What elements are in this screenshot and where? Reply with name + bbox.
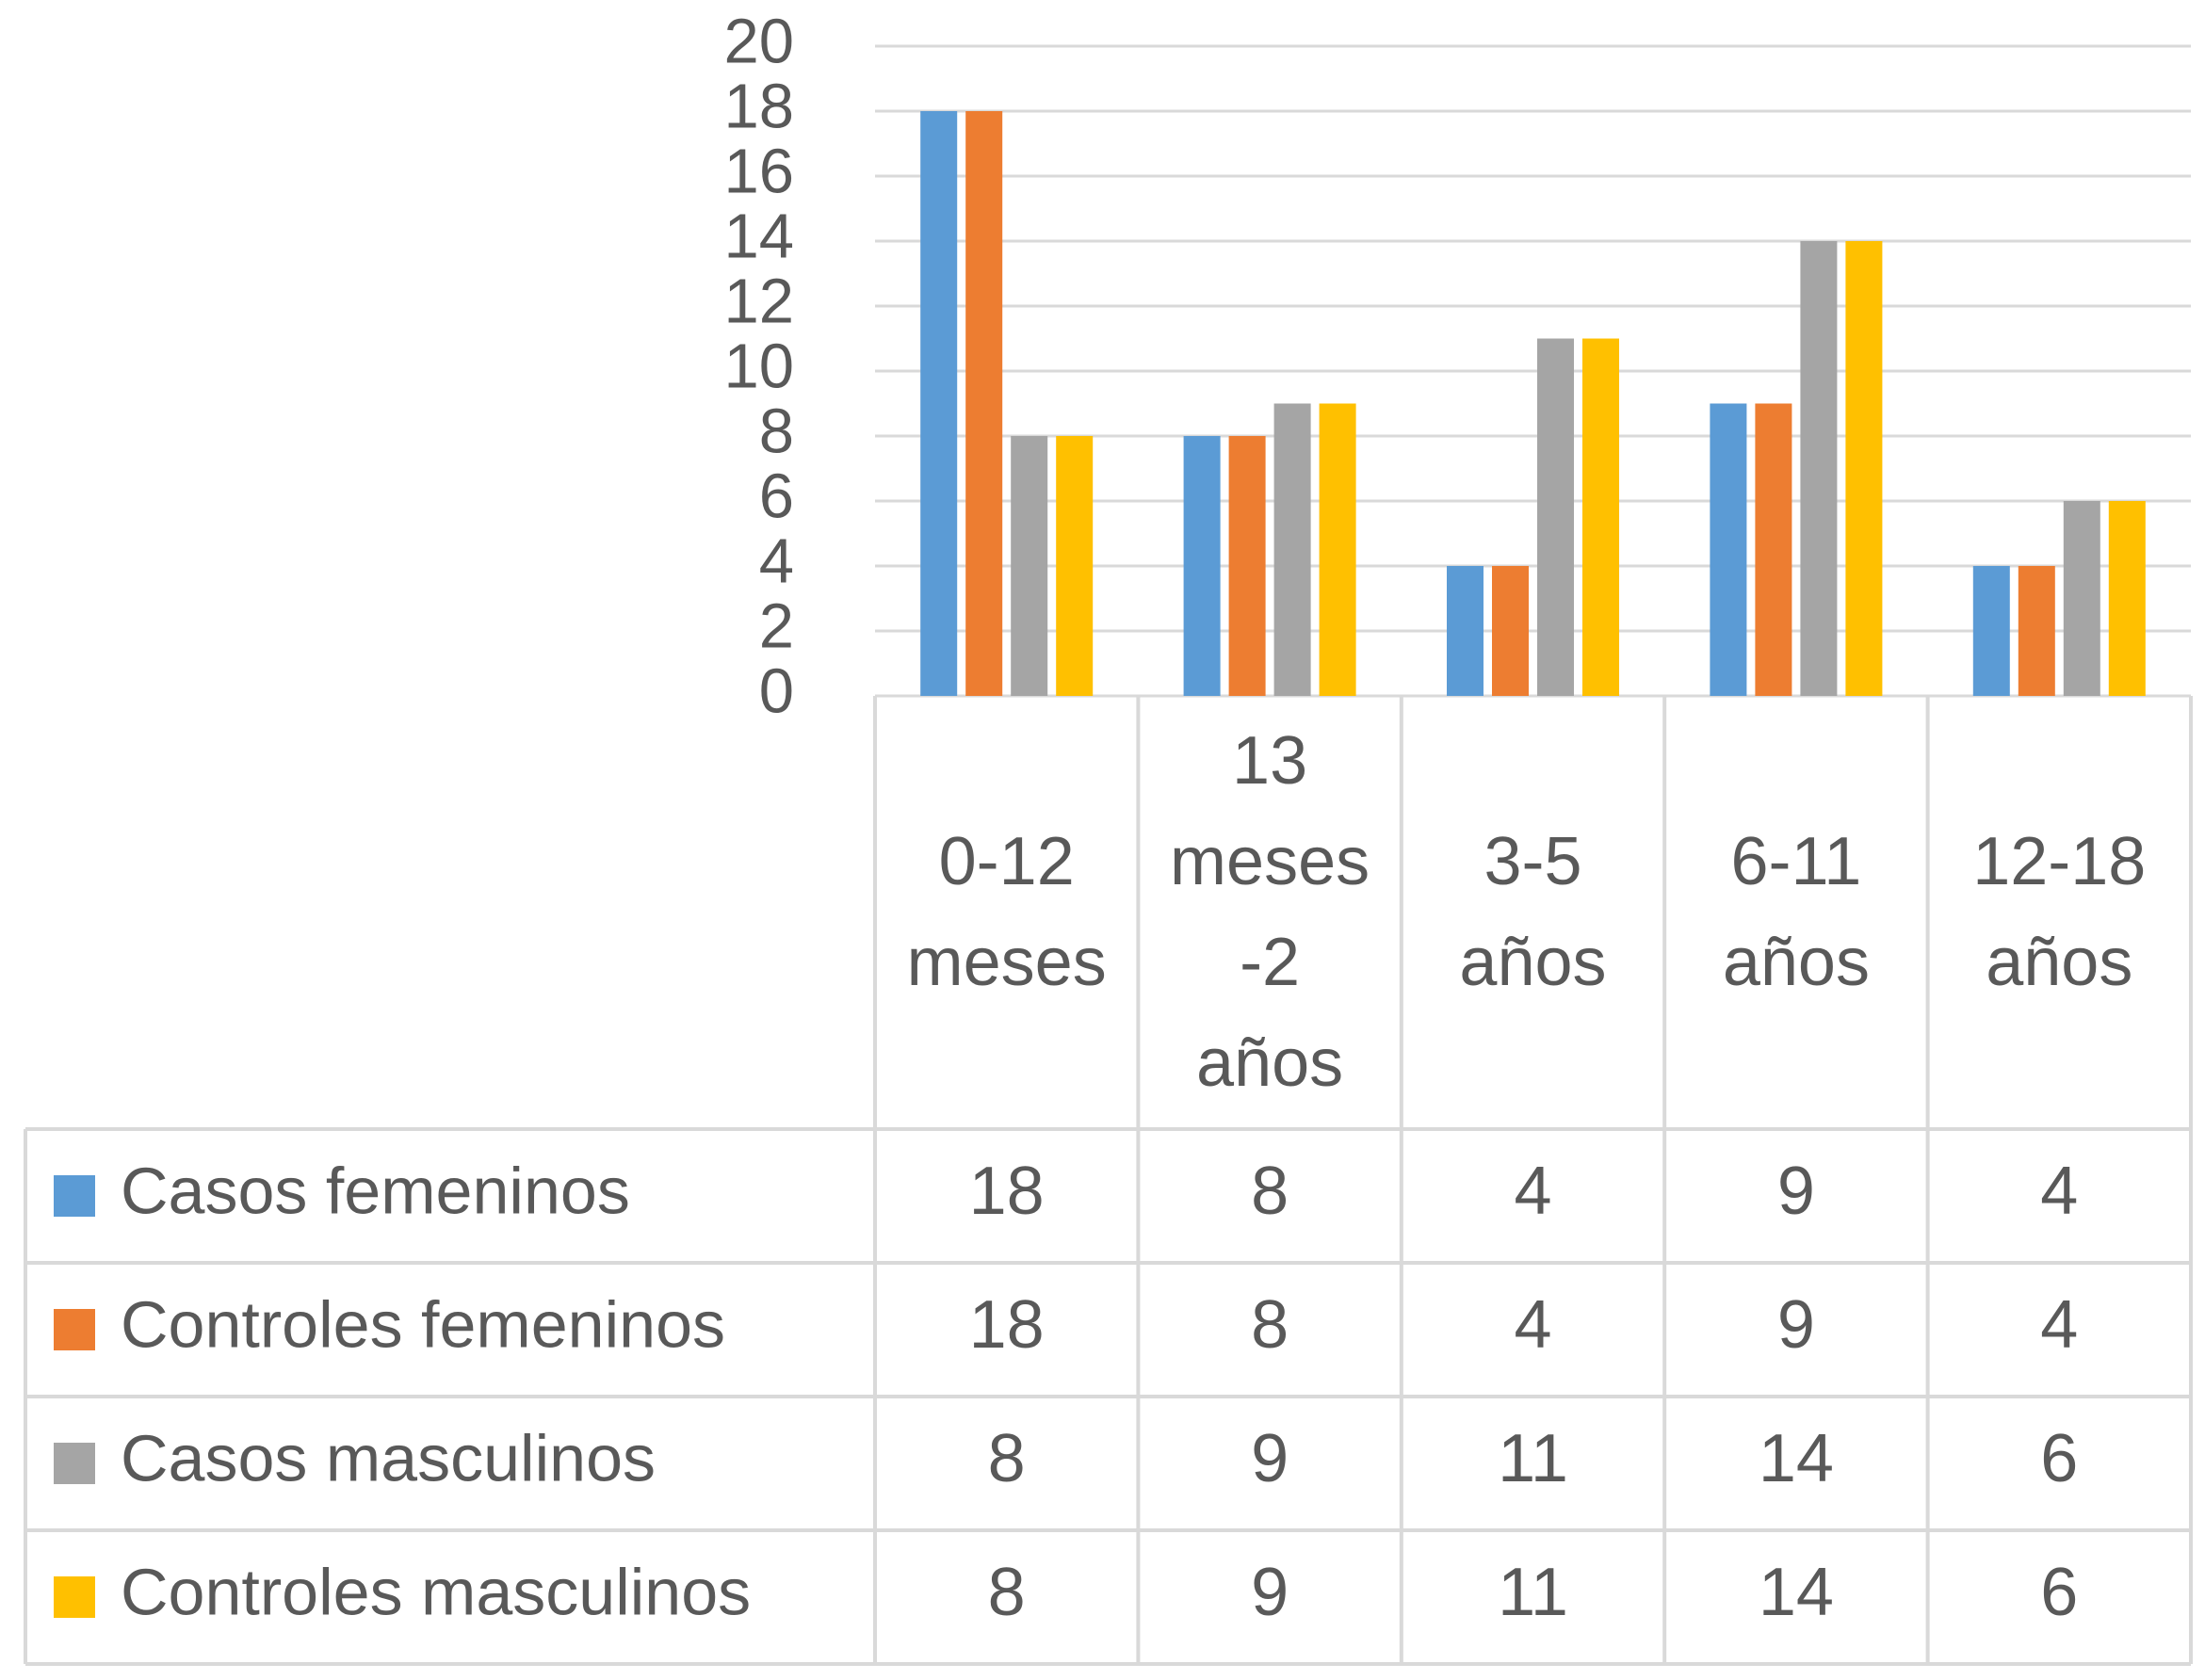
bar: [1319, 403, 1356, 696]
table-value: 14: [1759, 1421, 1834, 1496]
y-tick-label: 14: [723, 202, 794, 272]
y-tick-label: 8: [759, 396, 794, 467]
table-value: 8: [988, 1555, 1026, 1630]
table-value: 4: [1514, 1287, 1551, 1363]
y-tick-label: 10: [723, 331, 794, 402]
table-value: 14: [1759, 1555, 1834, 1630]
y-tick-label: 16: [723, 137, 794, 207]
y-tick-label: 6: [759, 461, 794, 532]
bar: [1228, 436, 1266, 696]
table-value: 8: [1251, 1154, 1289, 1229]
table-value: 18: [969, 1154, 1045, 1229]
y-tick-label: 4: [759, 526, 794, 597]
table-value: 11: [1498, 1555, 1568, 1630]
legend-label: Controles femeninos: [121, 1287, 725, 1361]
bar: [1492, 566, 1529, 696]
x-tick-label: 6-11 años: [1722, 824, 1870, 1000]
bar: [2063, 501, 2100, 696]
x-tick-label: 3-5 años: [1459, 824, 1607, 1000]
table-value: 9: [1777, 1287, 1815, 1363]
table-value: 9: [1251, 1555, 1289, 1630]
legend-swatch: [54, 1576, 95, 1618]
x-tick-label: 13 meses -2 años: [1170, 723, 1370, 1101]
table-value: 18: [969, 1287, 1045, 1363]
legend-label: Controles masculinos: [121, 1555, 751, 1628]
bar: [920, 111, 958, 696]
bar: [1800, 241, 1838, 696]
table-value: 4: [1514, 1154, 1551, 1229]
legend-swatch: [54, 1175, 95, 1217]
bar: [1537, 338, 1574, 696]
table-value: 4: [2040, 1287, 2078, 1363]
table-value: 8: [988, 1421, 1026, 1496]
table-value: 11: [1498, 1421, 1568, 1496]
y-tick-label: 20: [723, 7, 794, 77]
legend-label: Casos femeninos: [121, 1154, 630, 1227]
y-tick-label: 2: [759, 591, 794, 662]
bar: [2108, 501, 2146, 696]
table-value: 9: [1777, 1154, 1815, 1229]
bar: [1710, 403, 1747, 696]
bar: [1011, 436, 1048, 696]
bar: [1845, 241, 1883, 696]
bar: [1447, 566, 1484, 696]
y-tick-label: 12: [723, 267, 794, 337]
table-value: 8: [1251, 1287, 1289, 1363]
bar: [2018, 566, 2055, 696]
y-tick-label: 0: [759, 656, 794, 727]
bar: [1582, 338, 1619, 696]
bar: [1056, 436, 1094, 696]
bar: [1183, 436, 1221, 696]
table-value: 6: [2040, 1421, 2078, 1496]
y-tick-label: 18: [723, 72, 794, 142]
legend-swatch: [54, 1309, 95, 1350]
table-value: 9: [1251, 1421, 1289, 1496]
x-tick-label: 12-18 años: [1972, 824, 2147, 1000]
legend-swatch: [54, 1443, 95, 1484]
bar: [1972, 566, 2010, 696]
table-value: 6: [2040, 1555, 2078, 1630]
bar: [965, 111, 1003, 696]
legend-label: Casos masculinos: [121, 1421, 656, 1494]
bar: [1755, 403, 1792, 696]
table-value: 4: [2040, 1154, 2078, 1229]
bar: [1273, 403, 1311, 696]
x-tick-label: 0-12 meses: [906, 824, 1107, 1000]
